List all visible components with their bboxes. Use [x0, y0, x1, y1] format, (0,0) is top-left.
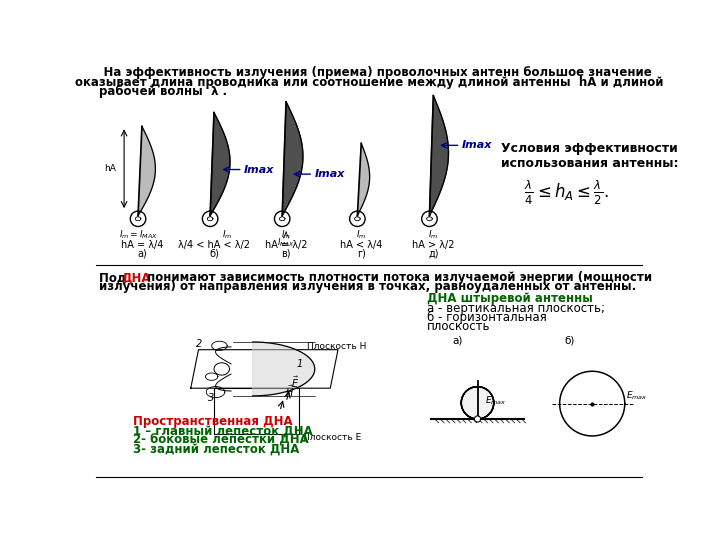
Text: $I_m = I_{MAX}$: $I_m = I_{MAX}$ — [119, 229, 158, 241]
Text: а): а) — [453, 336, 463, 346]
Text: На эффективность излучения (приема) проволочных антенн большое значение: На эффективность излучения (приема) пров… — [86, 66, 652, 79]
Polygon shape — [282, 102, 303, 215]
Text: $I_m$: $I_m$ — [222, 228, 232, 240]
Text: Условия эффективности
использования антенны:: Условия эффективности использования анте… — [500, 142, 678, 170]
Text: 2- боковые лепестки ДНА: 2- боковые лепестки ДНА — [132, 434, 308, 447]
Text: ДНА: ДНА — [121, 271, 150, 284]
Text: $E_{max}$: $E_{max}$ — [485, 395, 507, 407]
Text: Плоскость E: Плоскость E — [303, 433, 361, 442]
Text: ДНА штыревой антенны: ДНА штыревой антенны — [427, 292, 593, 305]
Text: 2: 2 — [196, 339, 202, 349]
Text: $\vec{H}$: $\vec{H}$ — [285, 384, 294, 400]
Text: Imax: Imax — [315, 169, 345, 179]
Text: Imax: Imax — [244, 165, 274, 174]
Text: $I_m$: $I_m$ — [356, 228, 366, 240]
Text: 1: 1 — [297, 360, 303, 369]
Text: hА > λ/2: hА > λ/2 — [412, 240, 454, 251]
Text: б - горизонтальная: б - горизонтальная — [427, 311, 547, 325]
Text: б): б) — [209, 248, 219, 258]
Text: $I_m$: $I_m$ — [428, 228, 438, 240]
Text: hА < λ/4: hА < λ/4 — [340, 240, 382, 251]
Text: 1 – главный лепесток ДНА: 1 – главный лепесток ДНА — [132, 424, 312, 437]
Text: $\vec{E}$: $\vec{E}$ — [291, 375, 299, 390]
Text: Imax: Imax — [462, 140, 492, 150]
Text: в): в) — [282, 248, 291, 258]
Polygon shape — [462, 387, 494, 419]
Text: 3- задний лепесток ДНА: 3- задний лепесток ДНА — [132, 443, 299, 456]
Polygon shape — [138, 126, 156, 215]
Text: Плоскость H: Плоскость H — [307, 342, 366, 351]
Polygon shape — [210, 112, 230, 215]
Polygon shape — [429, 96, 449, 215]
Text: Пространственная ДНА: Пространственная ДНА — [132, 415, 292, 428]
Text: $I_{MAX}$: $I_{MAX}$ — [277, 237, 295, 249]
Text: Под: Под — [99, 271, 130, 284]
Text: плоскость: плоскость — [427, 320, 490, 333]
Text: б): б) — [564, 336, 575, 346]
Text: $E_{max}$: $E_{max}$ — [626, 390, 648, 402]
Polygon shape — [253, 342, 315, 396]
Text: $I_m$: $I_m$ — [282, 228, 291, 240]
Text: $\frac{\lambda}{4} \leq h_A \leq \frac{\lambda}{2}.$: $\frac{\lambda}{4} \leq h_A \leq \frac{\… — [524, 179, 609, 207]
Text: 3: 3 — [208, 393, 214, 403]
Text: hА: hА — [104, 164, 117, 173]
Text: оказывает длина проводника или соотношение между длиной антенны  hА и длиной: оказывает длина проводника или соотношен… — [75, 76, 663, 89]
Text: а - вертикальная плоскость;: а - вертикальная плоскость; — [427, 302, 605, 315]
Text: излучения) от направления излучения в точках, равноудаленных от антенны.: излучения) от направления излучения в то… — [99, 280, 636, 293]
Text: г): г) — [357, 248, 366, 258]
Text: д): д) — [428, 248, 438, 258]
Text: понимают зависимость плотности потока излучаемой энергии (мощности: понимают зависимость плотности потока из… — [143, 271, 652, 284]
Text: hА = λ/4: hА = λ/4 — [121, 240, 163, 251]
Text: hА = λ/2: hА = λ/2 — [265, 240, 307, 251]
Polygon shape — [357, 143, 369, 215]
Text: а): а) — [137, 248, 147, 258]
Text: λ/4 < hА < λ/2: λ/4 < hА < λ/2 — [178, 240, 250, 251]
Text: рабочей волны  λ .: рабочей волны λ . — [99, 85, 228, 98]
Circle shape — [474, 416, 481, 422]
